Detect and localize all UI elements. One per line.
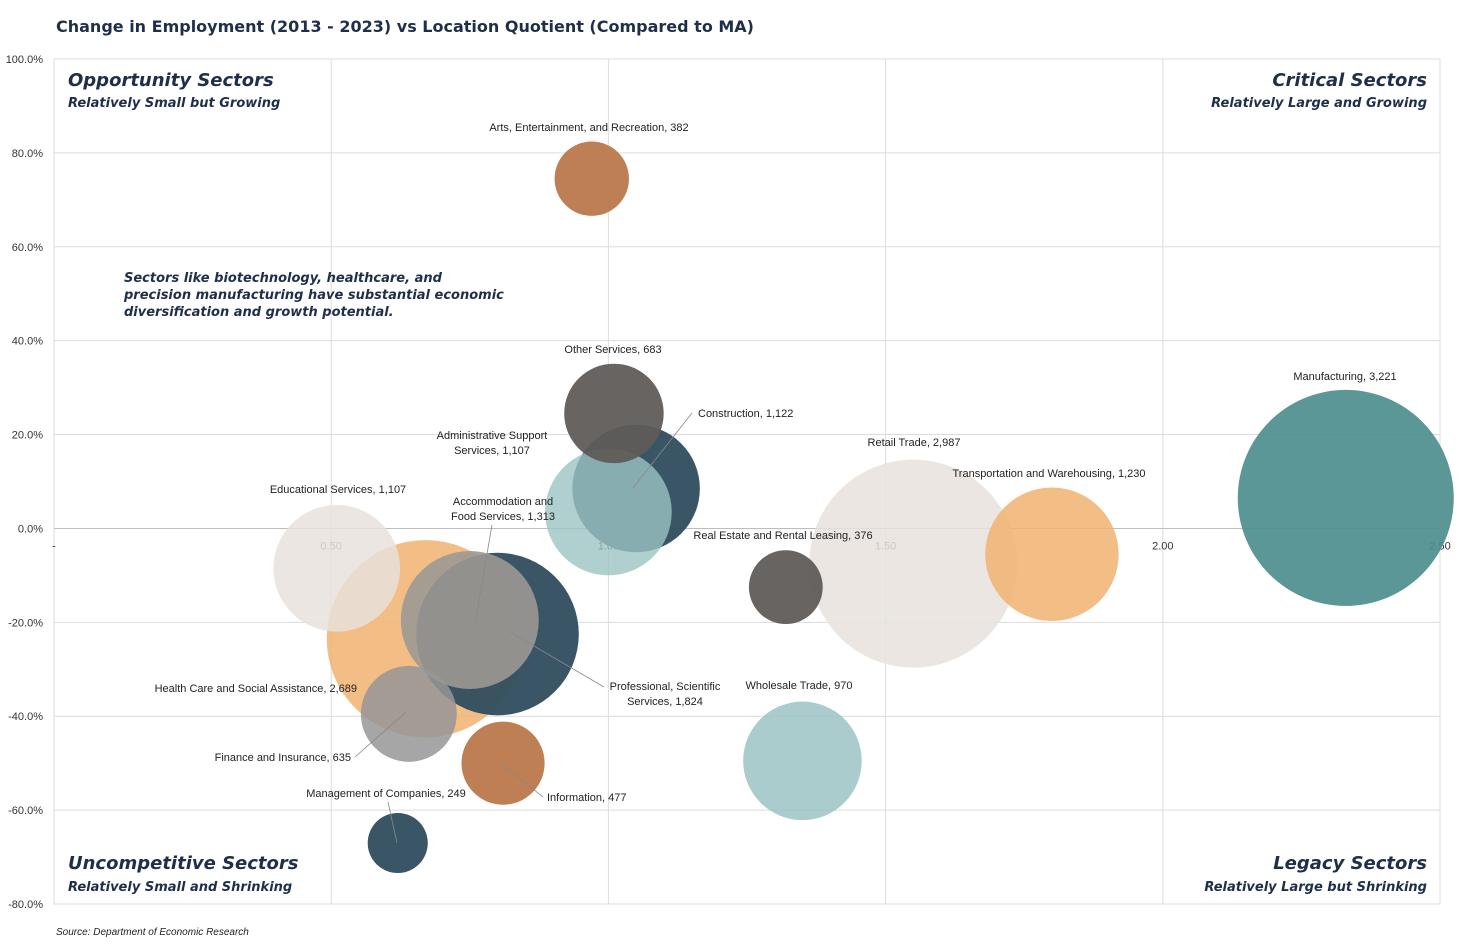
label-administrative-support-services: Services, 1,107 <box>454 445 530 457</box>
chart-title: Change in Employment (2013 - 2023) vs Lo… <box>56 17 754 36</box>
bubble-retail-trade <box>809 459 1018 668</box>
annotation-line-2: precision manufacturing have substantial… <box>123 288 504 303</box>
y-tick-label: -20.0% <box>8 617 43 629</box>
bubble-information <box>461 721 545 805</box>
bubble-other-services <box>564 363 664 464</box>
label-finance-and-insurance: Finance and Insurance, 635 <box>215 752 351 764</box>
y-tick-label: -80.0% <box>8 899 43 911</box>
y-tick-label: 100.0% <box>6 54 44 66</box>
label-manufacturing: Manufacturing, 3,221 <box>1293 371 1396 383</box>
label-construction: Construction, 1,122 <box>698 408 793 420</box>
label-management-of-companies: Management of Companies, 249 <box>306 788 466 800</box>
y-tick-label: 60.0% <box>12 242 43 254</box>
quadrant-subtitle-bottom-left: Relatively Small and Shrinking <box>68 880 292 895</box>
y-tick-label: 0.0% <box>18 523 43 535</box>
bubble-wholesale-trade <box>743 701 862 821</box>
leader-information <box>501 763 544 798</box>
leader-lines <box>354 412 693 844</box>
bubble-transportation-and-warehousing <box>985 487 1119 622</box>
label-educational-services: Educational Services, 1,107 <box>270 484 406 496</box>
annotation-note: Sectors like biotechnology, healthcare, … <box>123 271 504 320</box>
y-tick-label: 40.0% <box>12 336 43 348</box>
label-professional-scientific-services: Professional, Scientific <box>610 681 721 693</box>
bubble-labels: Manufacturing, 3,221 Retail Trade, 2,987 P… <box>155 122 1397 804</box>
label-information: Information, 477 <box>547 792 627 804</box>
bubble-management-of-companies <box>367 812 428 874</box>
label-retail-trade: Retail Trade, 2,987 <box>868 437 961 449</box>
leader-management-of-companies <box>387 801 398 844</box>
leader-accommodation-and-food-services <box>475 524 493 619</box>
quadrant-title-bottom-left: Uncompetitive Sectors <box>68 853 299 874</box>
leader-professional-scientific-services <box>509 631 605 688</box>
quadrant-subtitle-bottom-right: Relatively Large but Shrinking <box>1204 880 1427 895</box>
quadrant-labels: Opportunity Sectors Relatively Small but… <box>68 70 1427 895</box>
label-other-services: Other Services, 683 <box>564 344 661 356</box>
label-administrative-support-services: Administrative Support <box>437 430 548 442</box>
bubble-accommodation-and-food-services <box>400 551 539 689</box>
y-tick-label: 20.0% <box>12 430 43 442</box>
x-tick-label: 2.00 <box>1152 540 1173 552</box>
label-health-care-and-social-assistance: Health Care and Social Assistance, 2,689 <box>155 683 357 695</box>
annotation-line-3: diversification and growth potential. <box>124 305 394 320</box>
y-tick-label: 80.0% <box>12 148 43 160</box>
bubble-administrative-support-services <box>545 448 672 576</box>
leader-finance-and-insurance <box>354 711 407 758</box>
quadrant-title-top-left: Opportunity Sectors <box>68 70 274 91</box>
y-tick-label: -40.0% <box>8 711 43 723</box>
y-tick-label: -60.0% <box>8 805 43 817</box>
label-wholesale-trade: Wholesale Trade, 970 <box>745 680 852 692</box>
label-accommodation-and-food-services: Food Services, 1,313 <box>451 511 555 523</box>
quadrant-title-top-right: Critical Sectors <box>1272 70 1427 91</box>
bubble-real-estate-and-rental-leasing <box>748 550 823 625</box>
label-transportation-and-warehousing: Transportation and Warehousing, 1,230 <box>952 468 1145 480</box>
annotation-line-1: Sectors like biotechnology, healthcare, … <box>124 271 443 286</box>
label-professional-scientific-services: Services, 1,824 <box>627 696 703 708</box>
label-arts-entertainment-and-recreation: Arts, Entertainment, and Recreation, 382 <box>489 122 688 134</box>
quadrant-subtitle-top-right: Relatively Large and Growing <box>1211 96 1427 111</box>
bubble-manufacturing <box>1237 389 1454 606</box>
quadrant-title-bottom-right: Legacy Sectors <box>1273 853 1427 874</box>
quadrant-subtitle-top-left: Relatively Small but Growing <box>68 96 280 111</box>
label-accommodation-and-food-services: Accommodation and <box>453 496 553 508</box>
leader-construction <box>632 412 693 489</box>
source-note: Source: Department of Economic Research <box>56 927 249 938</box>
x-origin-label: - <box>52 540 56 552</box>
label-real-estate-and-rental-leasing: Real Estate and Rental Leasing, 376 <box>693 530 872 542</box>
grid <box>53 58 1441 905</box>
bubble-arts-entertainment-and-recreation <box>554 141 629 216</box>
bubble-educational-services <box>273 505 401 632</box>
bubbles <box>273 141 1454 874</box>
bubble-finance-and-insurance <box>360 665 457 762</box>
